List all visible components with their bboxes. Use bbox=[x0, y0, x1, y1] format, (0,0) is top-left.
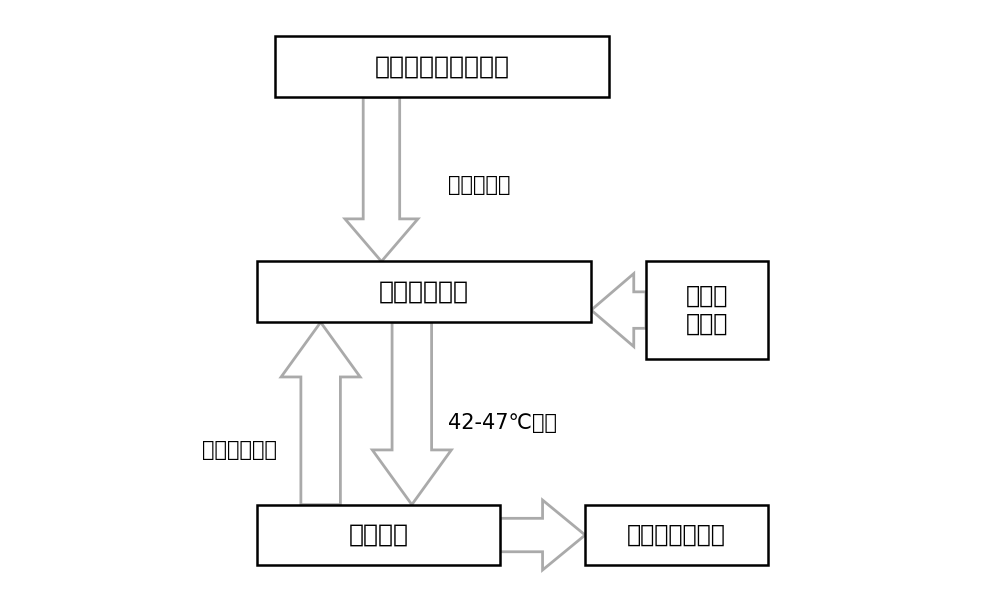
Bar bbox=[257, 261, 591, 322]
Bar bbox=[275, 36, 609, 97]
Bar bbox=[646, 261, 768, 359]
Text: 乙酸、氨水: 乙酸、氨水 bbox=[448, 176, 511, 195]
Text: 厌氧消化纤维预处理: 厌氧消化纤维预处理 bbox=[375, 55, 510, 79]
Polygon shape bbox=[281, 322, 360, 505]
Text: 复　菌
配　种: 复 菌 配 种 bbox=[686, 284, 728, 336]
Polygon shape bbox=[500, 500, 585, 570]
Polygon shape bbox=[372, 322, 451, 505]
Bar bbox=[257, 505, 500, 565]
Polygon shape bbox=[345, 97, 418, 261]
Text: 难降解情性物料: 难降解情性物料 bbox=[627, 523, 726, 547]
Text: 42-47℃发酵: 42-47℃发酵 bbox=[448, 413, 557, 432]
Text: 高活性微生物: 高活性微生物 bbox=[202, 440, 277, 460]
Polygon shape bbox=[591, 274, 646, 347]
Text: 气浮筛选: 气浮筛选 bbox=[348, 523, 408, 547]
Bar bbox=[585, 505, 768, 565]
Text: 厌氧消化主罐: 厌氧消化主罐 bbox=[379, 280, 469, 304]
